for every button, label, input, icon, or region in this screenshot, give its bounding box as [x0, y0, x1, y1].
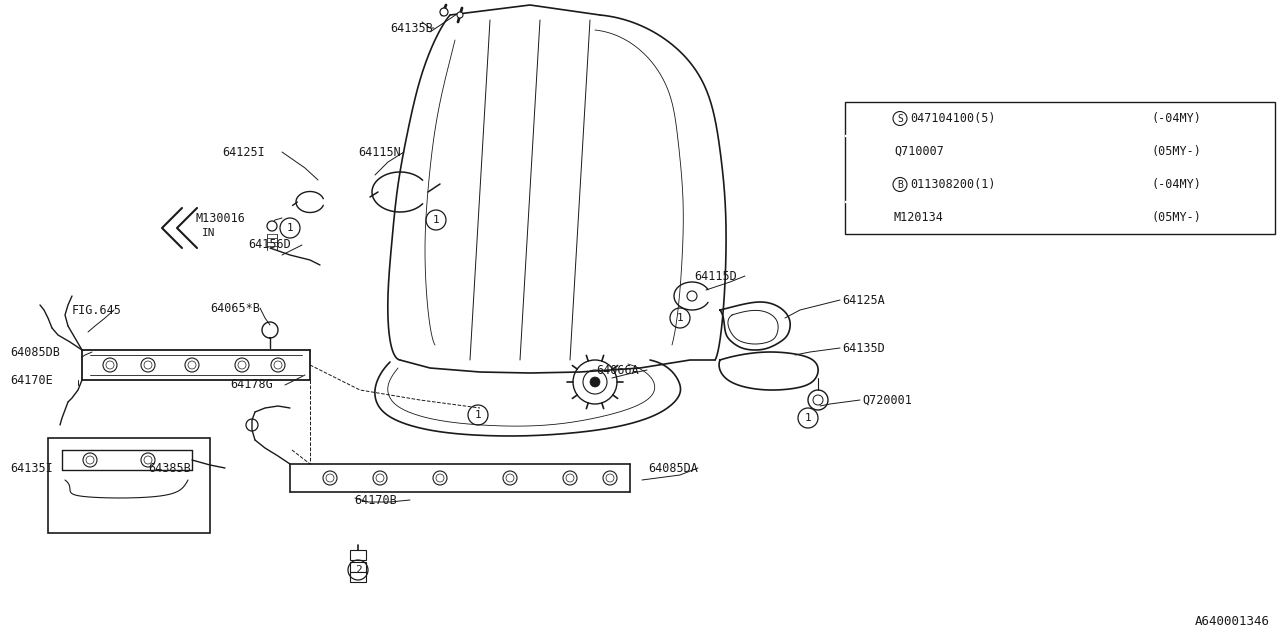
Text: 64085DA: 64085DA	[648, 461, 698, 474]
Circle shape	[83, 453, 97, 467]
Text: Q710007: Q710007	[893, 145, 943, 158]
Text: 2: 2	[355, 565, 361, 575]
Text: 047104100(5): 047104100(5)	[910, 112, 996, 125]
Text: M130016: M130016	[196, 211, 246, 225]
Text: Q720001: Q720001	[861, 394, 911, 406]
Text: (05MY-): (05MY-)	[1152, 211, 1202, 224]
Text: 011308200(1): 011308200(1)	[910, 178, 996, 191]
Circle shape	[687, 291, 698, 301]
Circle shape	[268, 221, 276, 231]
Circle shape	[141, 453, 155, 467]
Bar	[49, 438, 210, 533]
Circle shape	[457, 12, 463, 18]
Text: 1: 1	[805, 413, 812, 423]
Text: 64085DB: 64085DB	[10, 346, 60, 358]
Text: 1: 1	[433, 215, 439, 225]
Bar	[349, 572, 366, 582]
Text: 64065*B: 64065*B	[210, 301, 260, 314]
Bar	[349, 562, 366, 572]
Text: 64125A: 64125A	[842, 294, 884, 307]
Text: 2: 2	[863, 196, 869, 206]
Text: (05MY-): (05MY-)	[1152, 145, 1202, 158]
Text: 64178G: 64178G	[230, 378, 273, 392]
Text: 1: 1	[287, 223, 293, 233]
Text: S: S	[897, 113, 902, 124]
Circle shape	[590, 377, 600, 387]
Text: 64156D: 64156D	[248, 239, 291, 252]
Text: B: B	[897, 179, 902, 189]
Text: 64135D: 64135D	[842, 342, 884, 355]
Circle shape	[141, 358, 155, 372]
Circle shape	[603, 471, 617, 485]
Text: 64385B: 64385B	[148, 461, 191, 474]
Circle shape	[433, 471, 447, 485]
Text: 64066A: 64066A	[596, 364, 639, 376]
Circle shape	[236, 358, 250, 372]
Text: 1: 1	[475, 410, 481, 420]
Circle shape	[271, 358, 285, 372]
Text: M120134: M120134	[893, 211, 943, 224]
Circle shape	[440, 8, 448, 16]
Text: 1: 1	[677, 313, 684, 323]
Circle shape	[372, 471, 387, 485]
Circle shape	[503, 471, 517, 485]
Text: 64125I: 64125I	[221, 145, 265, 159]
Text: 64115D: 64115D	[694, 269, 737, 282]
Text: FIG.645: FIG.645	[72, 303, 122, 317]
Bar	[845, 102, 1275, 234]
Text: 1: 1	[863, 130, 869, 140]
Text: 64170E: 64170E	[10, 374, 52, 387]
Circle shape	[102, 358, 116, 372]
Text: 64170B: 64170B	[355, 493, 397, 506]
Circle shape	[563, 471, 577, 485]
Text: A640001346: A640001346	[1196, 615, 1270, 628]
Text: (-04MY): (-04MY)	[1152, 112, 1202, 125]
Text: 64135B: 64135B	[390, 22, 433, 35]
Text: IN: IN	[202, 228, 215, 238]
Text: (-04MY): (-04MY)	[1152, 178, 1202, 191]
Circle shape	[186, 358, 198, 372]
Text: 64135I: 64135I	[10, 461, 52, 474]
Circle shape	[323, 471, 337, 485]
Text: 64115N: 64115N	[358, 145, 401, 159]
Bar	[349, 550, 366, 560]
